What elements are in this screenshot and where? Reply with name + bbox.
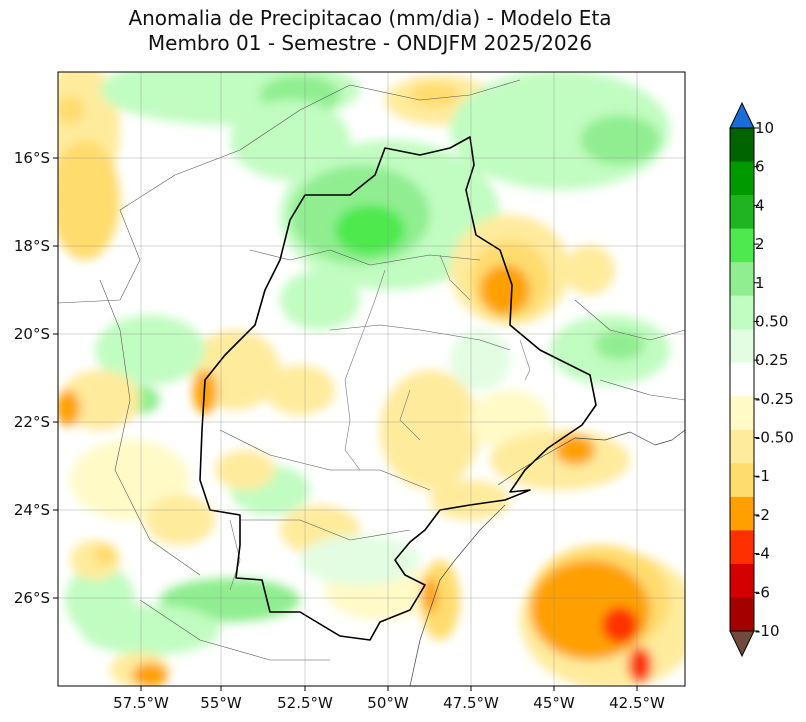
colorbar-label: 6 bbox=[755, 158, 765, 176]
anomaly-blob-orange bbox=[480, 265, 530, 315]
anomaly-blob-red bbox=[628, 647, 652, 683]
lon-tick-label: 52.5°W bbox=[277, 694, 333, 712]
colorbar-label: 0.50 bbox=[755, 312, 788, 330]
colorbar-bin bbox=[730, 329, 754, 364]
latitude-axis: 16°S 18°S 20°S 22°S 24°S 26°S bbox=[14, 149, 58, 607]
colorbar-bin bbox=[730, 396, 754, 431]
colorbar-bin bbox=[730, 161, 754, 196]
anomaly-blob-orange bbox=[555, 435, 595, 465]
colorbar-label: 1 bbox=[755, 274, 765, 292]
coastline bbox=[409, 429, 685, 686]
colorbar-label: -6 bbox=[755, 583, 770, 601]
colorbar-label: 2 bbox=[755, 235, 765, 253]
anomaly-blob-yellow bbox=[490, 430, 630, 490]
colorbar-extend-max bbox=[729, 101, 755, 129]
colorbar-bin bbox=[730, 128, 754, 163]
anomaly-blob-green bbox=[595, 330, 645, 360]
precipitation-anomaly-field bbox=[58, 72, 685, 686]
colorbar-label: 0.25 bbox=[755, 351, 788, 369]
anomaly-blob-orange bbox=[132, 663, 168, 686]
colorbar: 10 6 4 2 1 0.50 0.25 -0.25 -0.50 -1 -2 -4 -6 -10 bbox=[729, 101, 794, 658]
anomaly-blob-light-green bbox=[280, 270, 360, 330]
lon-tick-label: 47.5°W bbox=[443, 694, 499, 712]
state-borders bbox=[58, 79, 685, 661]
lat-tick-label: 24°S bbox=[14, 501, 50, 519]
anomaly-blob-yellow bbox=[265, 365, 335, 415]
colorbar-bin bbox=[730, 496, 754, 531]
anomaly-blob-yellow bbox=[565, 245, 615, 295]
lon-tick-label: 50°W bbox=[367, 694, 409, 712]
graticule bbox=[58, 72, 685, 686]
colorbar-bin bbox=[730, 597, 754, 632]
colorbar-bins bbox=[730, 128, 754, 632]
rivers bbox=[229, 254, 531, 591]
anomaly-blob-green bbox=[580, 115, 660, 165]
anomaly-blob-deep-yellow bbox=[410, 83, 460, 107]
longitude-axis: 57.5°W 55°W 52.5°W 50°W 47.5°W 45°W 42.5… bbox=[113, 686, 665, 712]
colorbar-label: -1 bbox=[755, 467, 770, 485]
title-line-2: Membro 01 - Semestre - ONDJFM 2025/2026 bbox=[147, 31, 593, 55]
colorbar-label: -0.50 bbox=[755, 429, 794, 447]
anomaly-blob-deep-yellow bbox=[58, 96, 84, 124]
anomaly-blob-light-green bbox=[95, 315, 205, 385]
colorbar-bin bbox=[730, 262, 754, 297]
anomaly-blob-yellow bbox=[380, 370, 480, 490]
lon-tick-label: 55°W bbox=[200, 694, 242, 712]
chart-title: Anomalia de Precipitacao (mm/dia) - Mode… bbox=[0, 6, 740, 56]
coastline-and-borders bbox=[58, 79, 685, 686]
colorbar-label: 4 bbox=[755, 196, 765, 214]
anomaly-blob-pale-green bbox=[450, 330, 510, 390]
colorbar-bin bbox=[730, 563, 754, 598]
anomaly-blob-yellow bbox=[215, 450, 275, 490]
colorbar-labels: 10 6 4 2 1 0.50 0.25 -0.25 -0.50 -1 -2 -4 -6 -10 bbox=[754, 119, 794, 640]
colorbar-label: -4 bbox=[755, 545, 770, 563]
basin-outline bbox=[199, 136, 597, 641]
colorbar-extend-min bbox=[729, 630, 755, 658]
anomaly-blob-deep-yellow bbox=[58, 140, 120, 260]
anomaly-blob-orange bbox=[422, 577, 438, 613]
lon-tick-label: 45°W bbox=[533, 694, 575, 712]
anomaly-blob-deep-yellow bbox=[93, 545, 117, 565]
colorbar-bin bbox=[730, 295, 754, 330]
colorbar-bin bbox=[730, 228, 754, 263]
anomaly-blob-mid-green bbox=[335, 205, 405, 255]
lat-tick-label: 20°S bbox=[14, 325, 50, 343]
map-frame bbox=[57, 71, 686, 687]
colorbar-bin bbox=[730, 530, 754, 565]
lon-tick-label: 57.5°W bbox=[113, 694, 169, 712]
anomaly-blob-yellow bbox=[60, 370, 140, 430]
anomaly-blob-light-green bbox=[65, 565, 135, 635]
colorbar-label: 10 bbox=[755, 119, 774, 137]
anomaly-blob-orange bbox=[58, 390, 80, 426]
colorbar-bin bbox=[730, 429, 754, 464]
lat-tick-label: 18°S bbox=[14, 237, 50, 255]
anomaly-blob-pale-green bbox=[300, 535, 420, 585]
colorbar-label: -0.25 bbox=[755, 390, 794, 408]
anomaly-blobs bbox=[58, 72, 685, 686]
title-line-1: Anomalia de Precipitacao (mm/dia) - Mode… bbox=[128, 6, 612, 30]
lon-tick-label: 42.5°W bbox=[609, 694, 665, 712]
colorbar-frame bbox=[729, 127, 755, 632]
colorbar-bin bbox=[730, 463, 754, 498]
anomaly-blob-yellow bbox=[430, 480, 510, 520]
anomaly-blob-yellow bbox=[145, 495, 215, 545]
colorbar-label: -2 bbox=[755, 506, 770, 524]
lat-tick-label: 26°S bbox=[14, 589, 50, 607]
anomaly-blob-red bbox=[602, 607, 638, 643]
colorbar-bin bbox=[730, 362, 754, 397]
lat-tick-label: 16°S bbox=[14, 149, 50, 167]
colorbar-label: -10 bbox=[755, 622, 780, 640]
colorbar-bin bbox=[730, 195, 754, 230]
lat-tick-label: 22°S bbox=[14, 413, 50, 431]
anomaly-blob-orange bbox=[530, 560, 650, 660]
